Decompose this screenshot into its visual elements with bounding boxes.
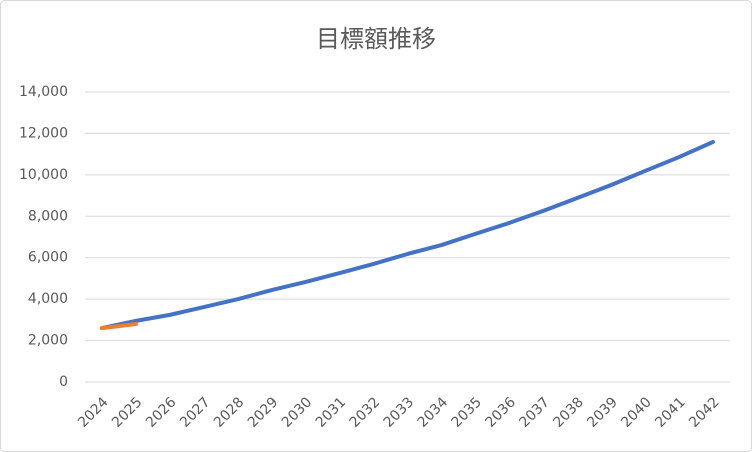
y-tick-label: 0 [59,374,68,390]
y-tick-label: 14,000 [19,84,68,100]
y-tick-label: 8,000 [28,208,68,224]
chart-title: 目標額推移 [316,25,436,53]
y-tick-label: 10,000 [19,167,68,183]
line-series [99,322,138,331]
line-series [99,139,716,331]
y-tick-label: 2,000 [28,333,68,349]
y-tick-label: 6,000 [28,250,68,266]
y-tick-label: 4,000 [28,291,68,307]
y-tick-label: 12,000 [19,125,68,141]
